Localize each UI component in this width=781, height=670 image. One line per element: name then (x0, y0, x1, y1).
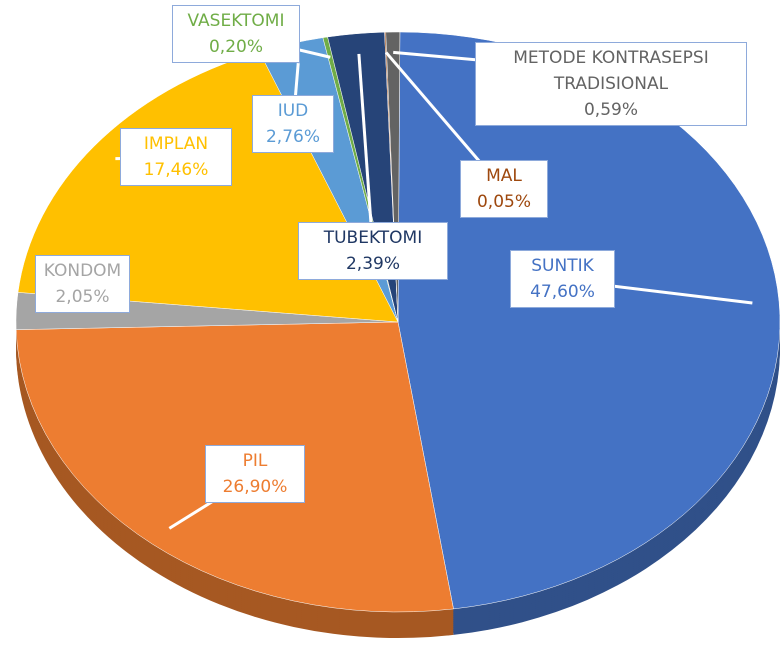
label-value: 0,05% (476, 192, 531, 212)
data-label: PIL 26,90% (205, 445, 305, 503)
data-label: IUD 2,76% (252, 95, 334, 153)
label-name: MAL (486, 166, 522, 186)
data-label: MAL 0,05% (460, 160, 548, 218)
data-label: KONDOM 2,05% (35, 255, 130, 313)
label-name: VASEKTOMI (187, 11, 285, 31)
label-value: 17,46% (143, 160, 209, 180)
label-name: IMPLAN (143, 134, 209, 154)
label-name: IUD (277, 101, 309, 121)
label-value: 2,39% (345, 254, 400, 274)
label-name: SUNTIK (531, 256, 594, 276)
data-label: METODE KONTRASEPSI TRADISIONAL 0,59% (475, 42, 747, 126)
data-label: IMPLAN 17,46% (120, 128, 232, 186)
callout-line (357, 53, 375, 253)
label-name: METODE KONTRASEPSI TRADISIONAL (513, 48, 709, 94)
label-value: 47,60% (530, 282, 595, 302)
label-name: TUBEKTOMI (323, 228, 423, 248)
label-value: 2,76% (265, 127, 320, 147)
label-value: 26,90% (222, 477, 288, 497)
data-label: VASEKTOMI 0,20% (172, 5, 300, 63)
label-value: 0,59% (583, 100, 638, 120)
label-value: 2,05% (55, 287, 110, 307)
data-label: SUNTIK 47,60% (510, 250, 615, 308)
label-name: KONDOM (43, 261, 122, 281)
label-name: PIL (242, 451, 268, 471)
data-label: TUBEKTOMI 2,39% (298, 222, 448, 280)
label-value: 0,20% (208, 37, 263, 57)
